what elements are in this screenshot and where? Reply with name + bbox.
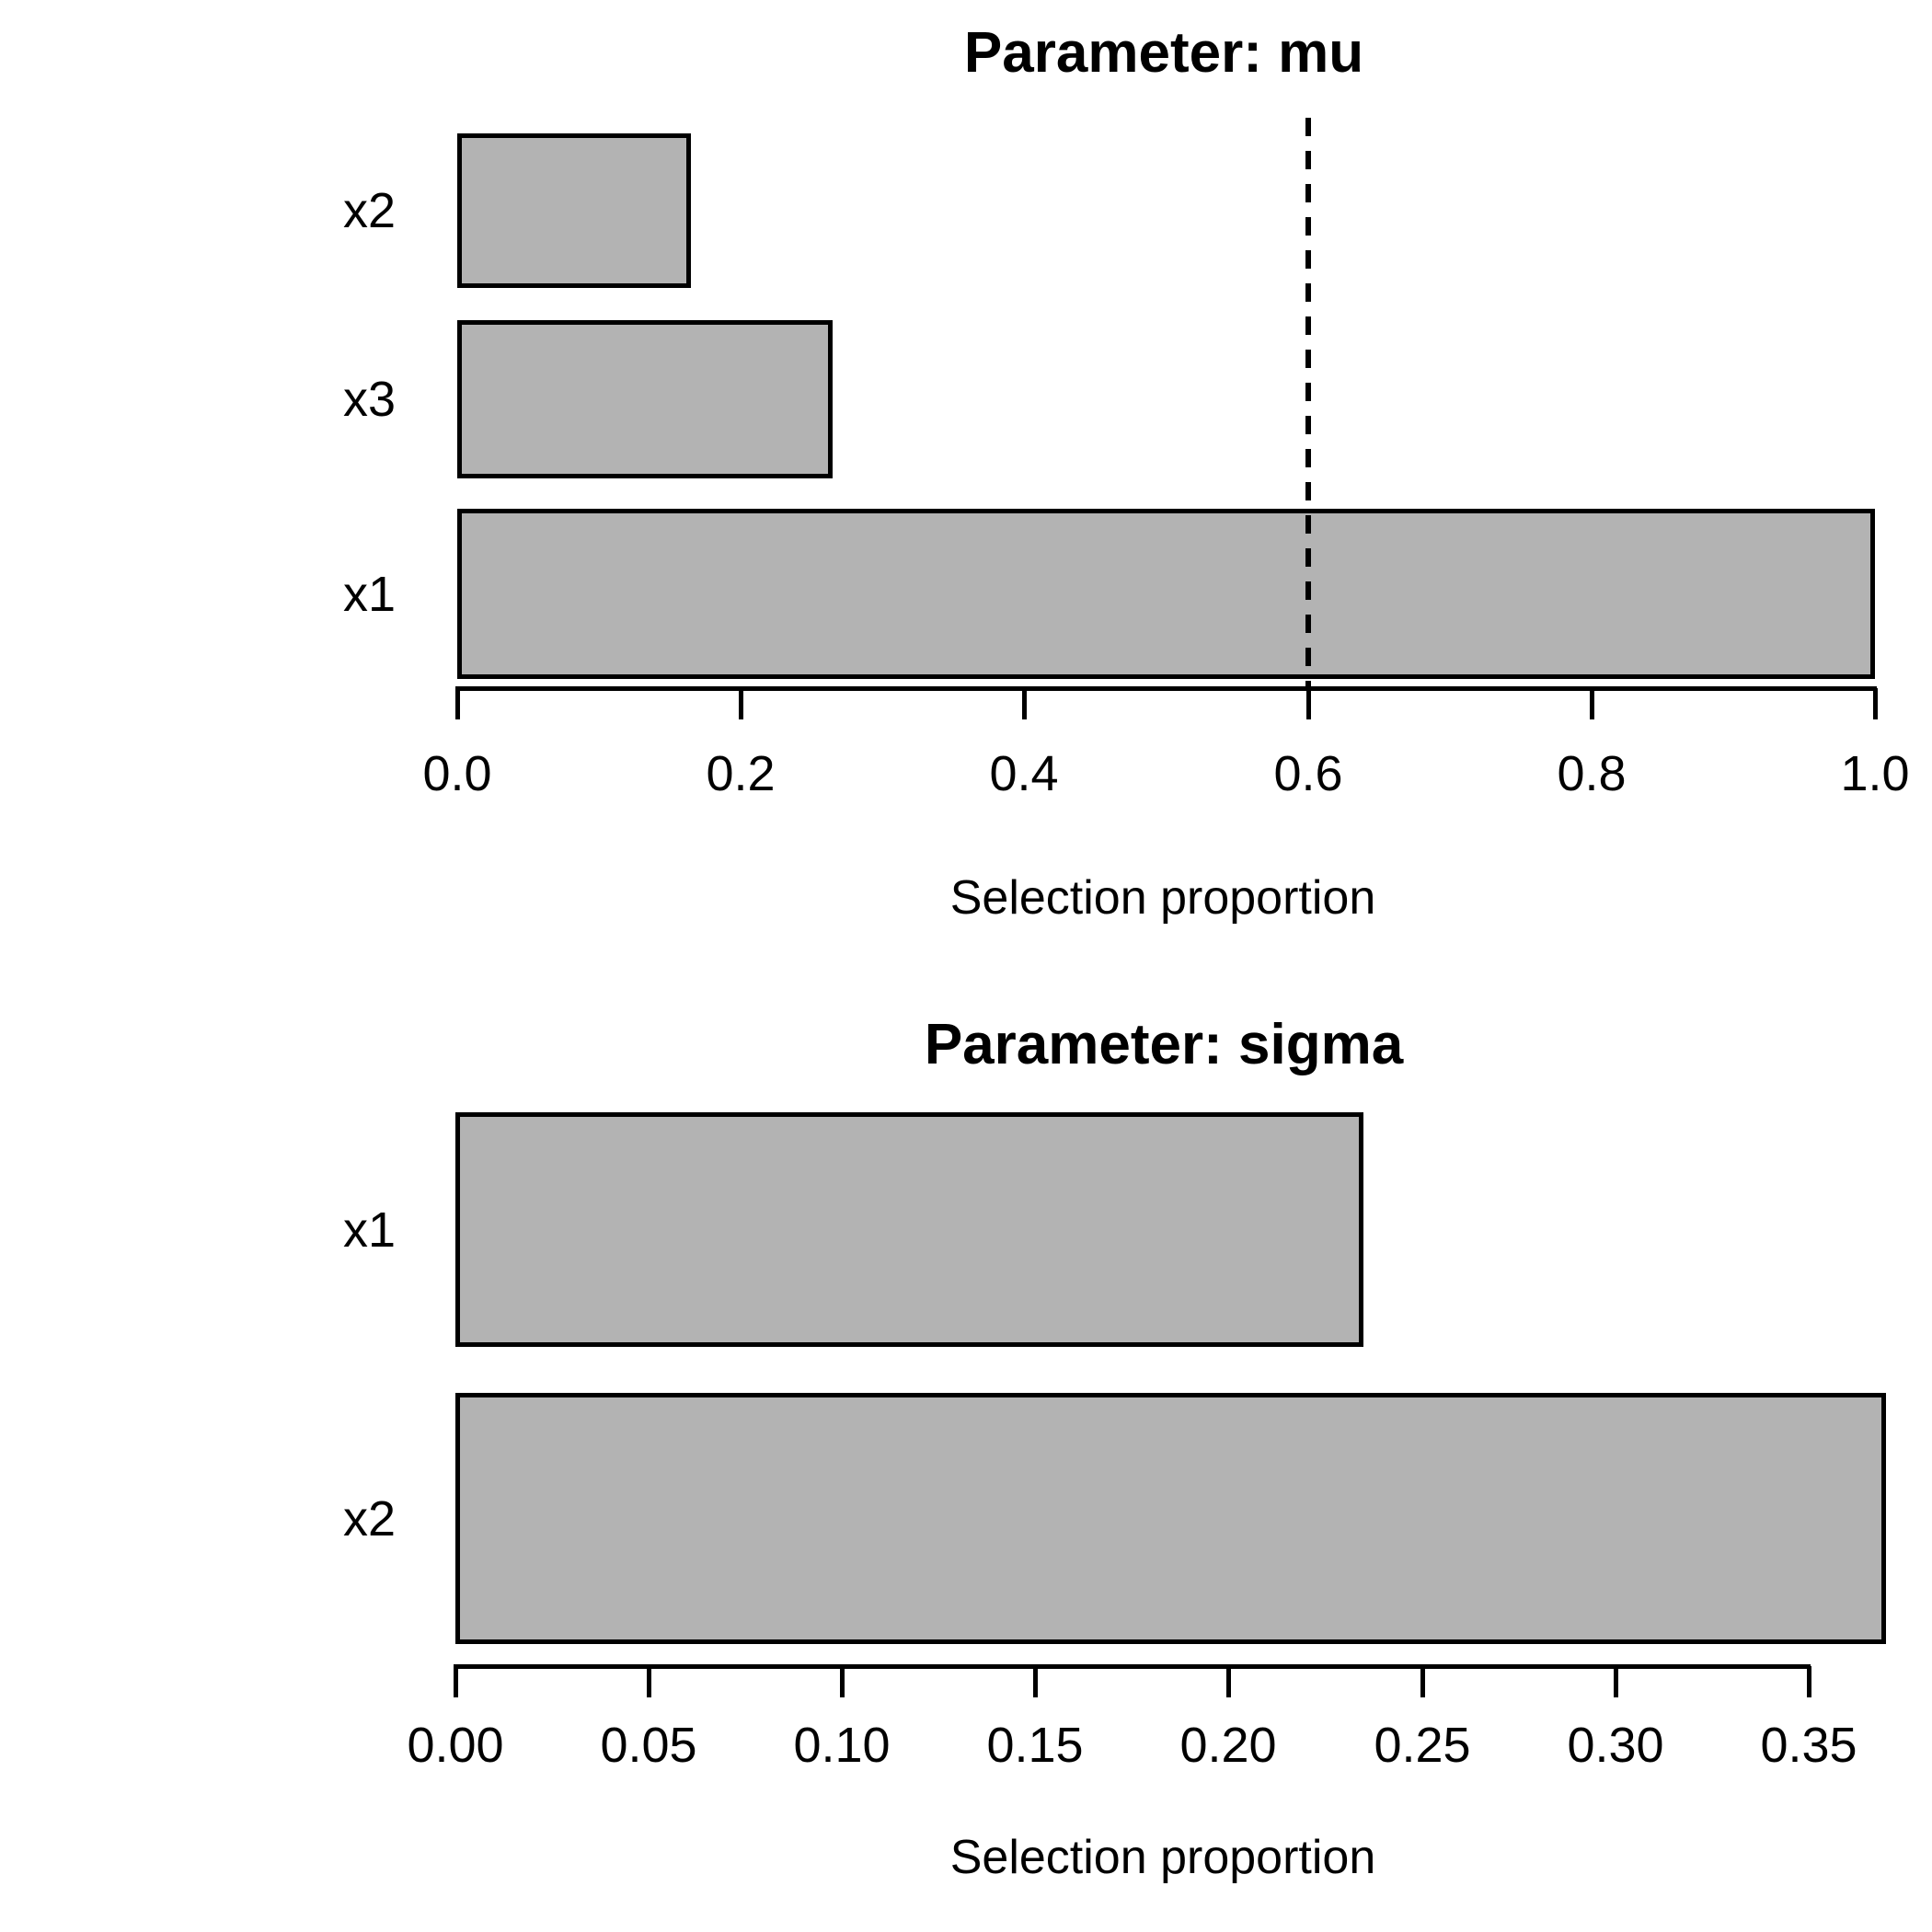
x-axis-tick-label-0.6: 0.6 (1273, 746, 1343, 801)
x-axis-tick-label-0.4: 0.4 (989, 746, 1059, 801)
x-axis-tick-label-0.30: 0.30 (1567, 1718, 1664, 1773)
x-axis-tick-label-0.0: 0.0 (422, 746, 492, 801)
chart-title-mu: Parameter: mu (963, 21, 1364, 85)
x-axis-tick-label-0.8: 0.8 (1557, 746, 1627, 801)
x-axis-tick-0.2 (739, 688, 743, 719)
x-axis-tick-label-0.20: 0.20 (1179, 1718, 1277, 1773)
x-axis-tick-0.6 (1306, 688, 1311, 719)
x-axis-tick-0.30 (1614, 1666, 1618, 1697)
category-label-x3: x3 (342, 372, 396, 427)
category-label-x2: x2 (342, 1490, 396, 1547)
x-axis-tick-label-0.2: 0.2 (706, 746, 776, 801)
bar-x3 (457, 320, 833, 478)
x-axis-tick-label-1.0: 1.0 (1840, 746, 1910, 801)
x-axis-tick-label-0.10: 0.10 (793, 1718, 891, 1773)
bar-x2 (455, 1393, 1886, 1644)
x-axis-tick-label-0.25: 0.25 (1374, 1718, 1471, 1773)
x-axis-line (454, 1664, 1811, 1669)
category-label-x1: x1 (342, 1202, 396, 1258)
bar-x2 (457, 133, 691, 288)
cutoff-threshold-line (1305, 118, 1311, 688)
x-axis-tick-label-0.05: 0.05 (600, 1718, 697, 1773)
x-axis-tick-1.0 (1873, 688, 1878, 719)
x-axis-tick-0.05 (647, 1666, 651, 1697)
x-axis-tick-0.00 (454, 1666, 458, 1697)
x-axis-title-sigma: Selection proportion (949, 1831, 1376, 1884)
category-label-x1: x1 (342, 566, 396, 622)
x-axis-tick-0.4 (1022, 688, 1027, 719)
x-axis-tick-0.20 (1226, 1666, 1231, 1697)
x-axis-tick-label-0.00: 0.00 (407, 1718, 504, 1773)
bar-x1 (457, 509, 1875, 679)
bar-x1 (455, 1112, 1363, 1347)
category-label-x2: x2 (342, 183, 396, 238)
x-axis-line (455, 686, 1877, 691)
x-axis-tick-0.10 (840, 1666, 845, 1697)
x-axis-tick-0.35 (1807, 1666, 1811, 1697)
chart-title-sigma: Parameter: sigma (924, 1013, 1404, 1076)
x-axis-tick-0.0 (455, 688, 460, 719)
x-axis-title-mu: Selection proportion (949, 871, 1376, 925)
x-axis-tick-0.8 (1590, 688, 1594, 719)
x-axis-tick-0.25 (1420, 1666, 1425, 1697)
x-axis-tick-label-0.15: 0.15 (986, 1718, 1084, 1773)
x-axis-tick-0.15 (1033, 1666, 1038, 1697)
x-axis-tick-label-0.35: 0.35 (1760, 1718, 1857, 1773)
